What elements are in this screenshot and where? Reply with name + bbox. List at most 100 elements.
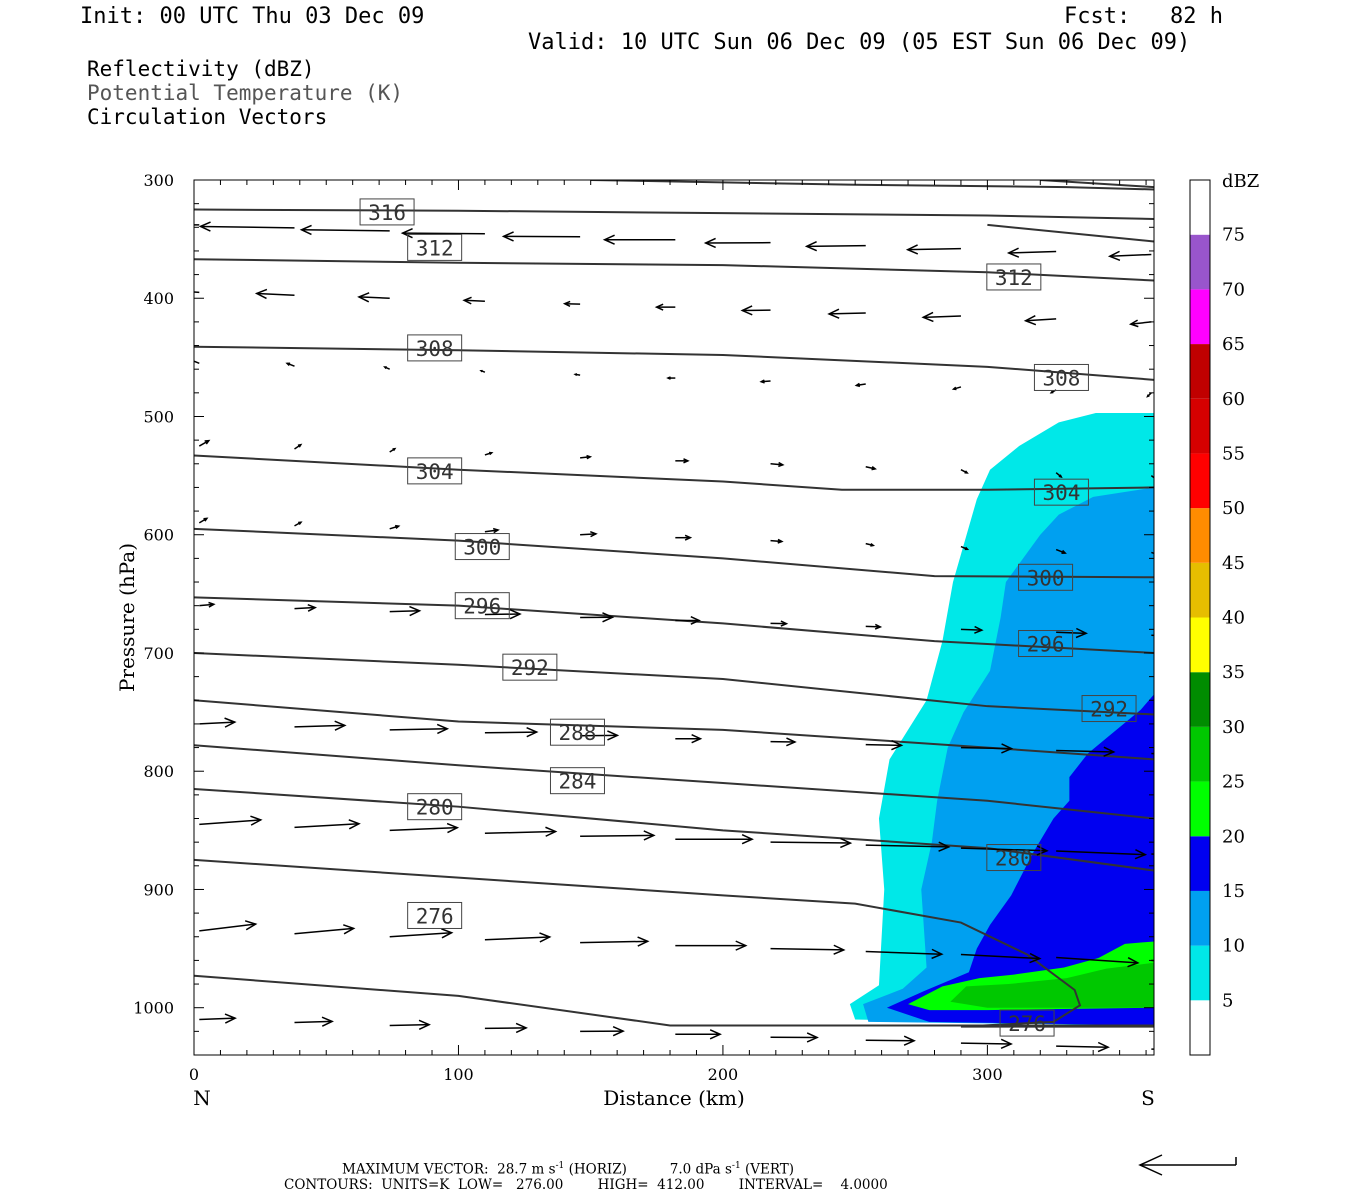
vector-arrowhead bbox=[786, 737, 797, 747]
theta-label-288: 288 bbox=[559, 721, 597, 745]
colorbar-bin bbox=[1190, 945, 1210, 1001]
vector-arrow bbox=[389, 826, 458, 832]
x-axis-label: Distance (km) bbox=[603, 1086, 745, 1110]
vector-arrowhead bbox=[903, 1035, 916, 1046]
vector-arrowhead bbox=[198, 221, 211, 232]
y-tick-label: 300 bbox=[143, 171, 174, 190]
max-vector-prefix: MAXIMUM VECTOR: 28.7 m s bbox=[342, 1161, 556, 1178]
vector-arrowhead bbox=[501, 231, 514, 242]
theta-label-box bbox=[454, 533, 510, 561]
theta-label-box bbox=[1018, 563, 1074, 591]
vector-arrowhead bbox=[545, 826, 558, 837]
theta-contour-318 bbox=[987, 223, 1154, 243]
vector-arrow bbox=[389, 610, 420, 613]
colorbar-level-label: 15 bbox=[1222, 881, 1245, 902]
vector-arrowhead bbox=[488, 451, 494, 456]
vector-arrow bbox=[865, 625, 881, 628]
vector-arrow bbox=[960, 953, 1040, 960]
vector-arrowhead bbox=[418, 1019, 431, 1031]
y-tick-label: 800 bbox=[143, 762, 174, 781]
colorbar-level-label: 10 bbox=[1222, 936, 1245, 957]
theta-contour-308 bbox=[194, 345, 1154, 381]
colorbar-bin bbox=[1190, 781, 1210, 837]
colorbar-bin bbox=[1190, 617, 1210, 673]
vector-arrowhead bbox=[974, 625, 984, 634]
vector-arrow bbox=[301, 229, 390, 232]
vector-arrowhead bbox=[1097, 1041, 1110, 1053]
vector-arrowhead bbox=[1029, 952, 1042, 964]
vector-arrow bbox=[960, 1042, 1012, 1045]
theta-label-box bbox=[407, 233, 463, 261]
vector-arrowhead bbox=[203, 517, 209, 522]
x-tick-label: 300 bbox=[972, 1065, 1003, 1084]
vector-arrow bbox=[960, 628, 982, 631]
vector-arrow bbox=[199, 1017, 236, 1021]
vector-arrowhead bbox=[357, 292, 370, 303]
max-vector-suffix: (VERT) bbox=[740, 1161, 795, 1178]
vector-arrowhead bbox=[562, 300, 571, 307]
vector-arrowhead bbox=[334, 720, 347, 731]
colorbar-level-label: 65 bbox=[1222, 334, 1245, 355]
vector-arrowhead bbox=[321, 1016, 334, 1027]
theta-contour-318 bbox=[1040, 180, 1154, 189]
theta-label-box bbox=[1033, 478, 1089, 506]
vector-arrow bbox=[770, 463, 783, 466]
vector-arrowhead bbox=[777, 538, 784, 544]
theta-label-box bbox=[986, 844, 1042, 872]
init-time: Init: 00 UTC Thu 03 Dec 09 bbox=[80, 4, 425, 29]
vector-arrowhead bbox=[1049, 390, 1054, 394]
theta-label-276: 276 bbox=[416, 904, 454, 928]
colorbar-bin bbox=[1190, 453, 1210, 509]
theta-contour-288 bbox=[194, 699, 1154, 761]
vector-arrowhead bbox=[1128, 319, 1139, 328]
colorbar-bin bbox=[1190, 344, 1210, 399]
vector-arrow bbox=[580, 834, 654, 837]
vector-arrowhead bbox=[806, 1032, 819, 1043]
vector-arrow bbox=[1056, 956, 1138, 964]
vector-arrowhead bbox=[441, 928, 454, 939]
vector-arrowhead bbox=[307, 603, 318, 612]
vector-arrow bbox=[1056, 749, 1114, 753]
y-axis-label: Pressure (hPa) bbox=[115, 543, 139, 692]
colorbar-level-label: 70 bbox=[1222, 279, 1245, 300]
vector-arrow bbox=[464, 299, 485, 302]
vector-arrowhead bbox=[250, 815, 263, 826]
vector-arrowhead bbox=[462, 296, 472, 305]
vector-arrow bbox=[484, 936, 550, 941]
theta-label-276: 276 bbox=[1008, 1012, 1046, 1036]
vector-arrowhead bbox=[446, 822, 460, 834]
vector-arrowhead bbox=[684, 534, 693, 541]
vector-arrowhead bbox=[254, 288, 268, 300]
vector-arrow bbox=[960, 746, 1012, 750]
vector-arrowhead bbox=[1146, 394, 1150, 398]
vector-arrowhead bbox=[854, 382, 861, 388]
vector-arrow bbox=[907, 247, 961, 251]
forecast-hour: Fcst: 82 h bbox=[1064, 4, 1223, 29]
unit-exponent-2: -1 bbox=[731, 1161, 741, 1171]
vector-arrow bbox=[1056, 850, 1146, 856]
theta-label-300: 300 bbox=[463, 536, 501, 560]
theta-label-304: 304 bbox=[416, 460, 454, 484]
vector-arrowhead bbox=[804, 241, 818, 252]
vector-arrow bbox=[923, 315, 961, 319]
reflectivity-fill bbox=[849, 412, 1154, 1026]
x-tick-label: 200 bbox=[708, 1065, 739, 1084]
vector-arrowhead bbox=[395, 524, 401, 530]
vector-arrow bbox=[770, 947, 844, 951]
vector-arrowhead bbox=[392, 447, 397, 452]
x-left-end-label: N bbox=[193, 1086, 211, 1110]
vector-arrowhead bbox=[1107, 250, 1121, 262]
vector-arrowhead bbox=[285, 362, 291, 367]
theta-label-312: 312 bbox=[416, 236, 454, 260]
colorbar-bin bbox=[1190, 726, 1210, 782]
vector-arrowhead bbox=[683, 458, 690, 464]
theta-label-box bbox=[407, 334, 463, 362]
vector-arrowhead bbox=[383, 366, 387, 370]
vector-arrowhead bbox=[690, 616, 701, 625]
theta-label-316: 316 bbox=[368, 201, 406, 225]
theta-labels: 316 312 312 308 308 304 304 300 300 296 296 292 292 2… bbox=[359, 198, 1137, 1037]
vector-arrowhead bbox=[1176, 632, 1186, 641]
vector-arrowhead bbox=[1103, 746, 1116, 757]
vector-arrowhead bbox=[905, 244, 919, 255]
colorbar-level-label: 30 bbox=[1222, 717, 1245, 738]
